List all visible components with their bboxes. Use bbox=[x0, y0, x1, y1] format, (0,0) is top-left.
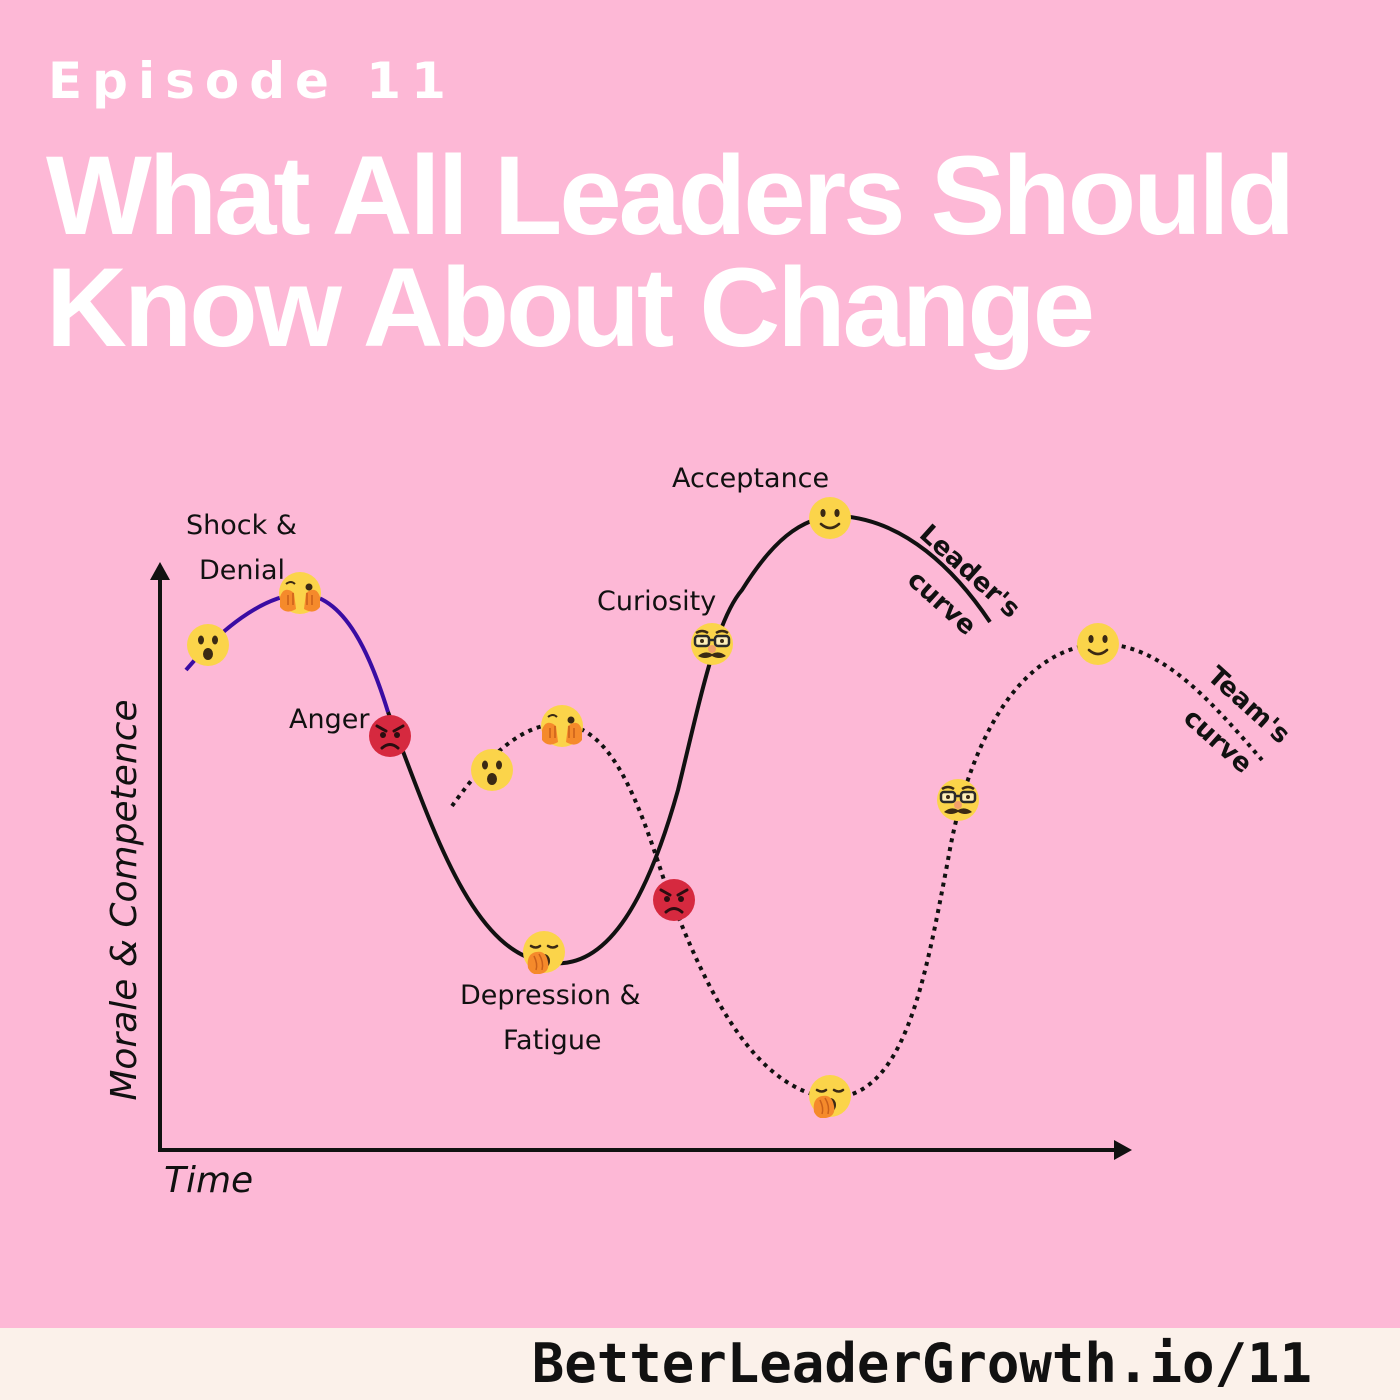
angry-face-icon bbox=[368, 714, 412, 758]
footer-url: BetterLeaderGrowth.io/11 bbox=[531, 1332, 1312, 1395]
change-curve-diagram: Morale & Competence Time Shock & Denial … bbox=[104, 463, 1296, 1201]
stage-label-depression-line-2: Fatigue bbox=[503, 1025, 602, 1056]
y-axis-label: Morale & Competence bbox=[104, 699, 145, 1100]
disguised-face-icon bbox=[936, 778, 980, 822]
stage-label-depression-line-1: Depression & bbox=[460, 980, 641, 1011]
smiling-face-icon bbox=[1076, 622, 1120, 666]
episode-label: Episode 11 bbox=[48, 52, 456, 110]
surprised-face-icon bbox=[187, 624, 229, 666]
page-title: What All Leaders Should Know About Chang… bbox=[46, 140, 1366, 364]
yawning-face-icon bbox=[522, 930, 566, 974]
x-axis-label: Time bbox=[164, 1160, 253, 1201]
stage-label-shock-line-2: Denial bbox=[199, 555, 285, 586]
axes bbox=[150, 562, 1132, 1160]
disguised-face-icon bbox=[690, 622, 734, 666]
title-line-2: Know About Change bbox=[46, 245, 1095, 370]
leader-curve bbox=[386, 513, 992, 966]
face-peeking-icon bbox=[540, 704, 584, 748]
title-line-1: What All Leaders Should bbox=[46, 133, 1295, 258]
face-peeking-icon bbox=[278, 571, 322, 615]
stage-label-anger: Anger bbox=[289, 704, 370, 735]
stage-label-acceptance: Acceptance bbox=[672, 463, 829, 494]
x-axis-arrow bbox=[1114, 1140, 1132, 1160]
y-axis-arrow bbox=[150, 562, 170, 580]
yawning-face-icon bbox=[808, 1074, 852, 1118]
smiling-face-icon bbox=[808, 496, 852, 540]
stage-label-shock-line-1: Shock & bbox=[186, 510, 297, 541]
surprised-face-icon bbox=[471, 749, 513, 791]
stage-label-curiosity: Curiosity bbox=[597, 586, 716, 617]
angry-face-icon bbox=[652, 878, 696, 922]
footer-bar: BetterLeaderGrowth.io/11 bbox=[0, 1328, 1400, 1400]
